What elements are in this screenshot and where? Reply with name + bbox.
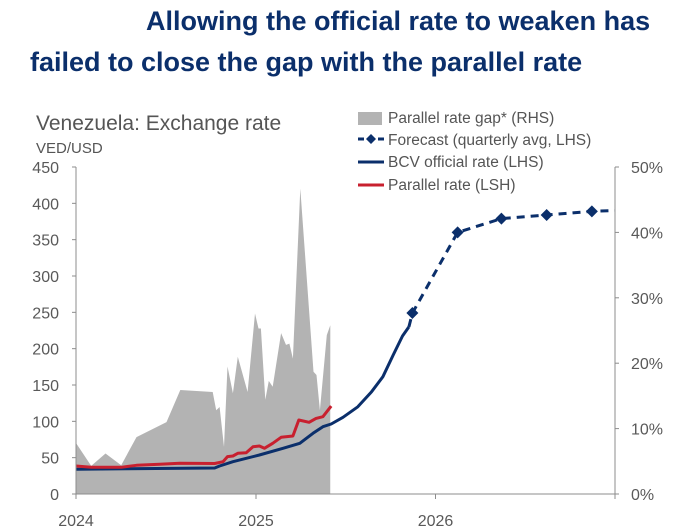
y-tick-label: 0 <box>50 487 59 504</box>
forecast-marker <box>406 307 419 320</box>
y-tick-label: 350 <box>32 233 59 250</box>
y-tick-label: 450 <box>32 160 59 177</box>
y-tick-label: 200 <box>32 342 59 359</box>
legend-label-parallel: Parallel rate (LSH) <box>388 177 516 194</box>
legend-label-official: BCV official rate (LHS) <box>388 154 544 171</box>
title-line-2: failed to close the gap with the paralle… <box>30 47 582 77</box>
legend-label-gap: Parallel rate gap* (RHS) <box>388 110 554 127</box>
x-tick-label: 2025 <box>238 513 274 530</box>
forecast-marker <box>495 212 508 225</box>
axes: 0 50 100 150 200 250 300 350 400 450 0% 10% 20% 30% 40… <box>32 160 663 530</box>
y-tick-label: 300 <box>32 269 59 286</box>
y2-tick-label: 40% <box>631 225 663 242</box>
y2-tick-label: 20% <box>631 356 663 373</box>
title-line-1: Allowing the official rate to weaken has <box>146 6 650 36</box>
y2-tick-label: 50% <box>631 160 663 177</box>
bcv-official-rate-line <box>75 326 411 471</box>
legend-forecast-marker <box>366 134 376 144</box>
y2-tick-label: 30% <box>631 291 663 308</box>
legend-label-forecast: Forecast (quarterly avg, LHS) <box>388 132 591 149</box>
forecast-marker <box>451 226 464 239</box>
parallel-rate-line <box>75 405 333 469</box>
y-tick-label: 50 <box>41 451 59 468</box>
x-tick-label: 2026 <box>418 513 454 530</box>
y-tick-label: 100 <box>32 414 59 431</box>
y2-tick-label: 0% <box>631 487 654 504</box>
forecast-marker <box>540 208 553 221</box>
y-tick-label: 400 <box>32 196 59 213</box>
forecast-line <box>407 209 615 328</box>
legend-swatch-gap <box>358 112 382 125</box>
parallel-rate-gap-area <box>76 188 331 494</box>
y2-tick-label: 10% <box>631 422 663 439</box>
forecast-marker <box>585 205 598 218</box>
y-axis-unit: VED/USD <box>36 140 103 157</box>
y-tick-label: 150 <box>32 378 59 395</box>
plot-area <box>75 188 615 494</box>
legend: Parallel rate gap* (RHS) Forecast (quart… <box>358 110 591 194</box>
chart-subtitle: Venezuela: Exchange rate <box>36 112 281 135</box>
y-tick-label: 250 <box>32 305 59 322</box>
x-tick-label: 2024 <box>58 513 94 530</box>
